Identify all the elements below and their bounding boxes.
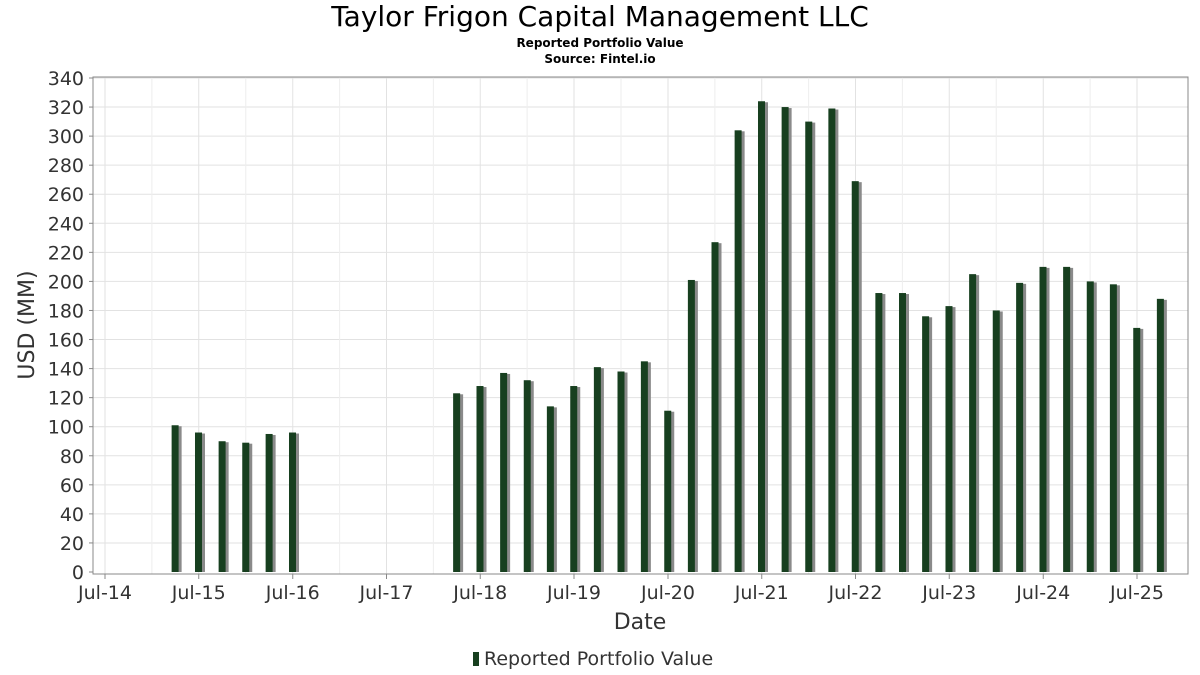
bar <box>851 181 859 573</box>
bar <box>992 310 1000 572</box>
x-tick-label: Jul-24 <box>1015 582 1070 604</box>
bar <box>242 442 250 572</box>
y-tick-label: 320 <box>48 97 84 119</box>
legend: Reported Portfolio Value <box>473 648 713 670</box>
bar <box>453 393 461 572</box>
bar <box>476 386 484 572</box>
bar <box>288 432 296 572</box>
x-tick-label: Jul-20 <box>640 582 695 604</box>
bar <box>1016 282 1024 572</box>
bar <box>734 130 742 572</box>
bar <box>1063 266 1071 572</box>
y-tick-label: 60 <box>60 475 84 497</box>
x-tick-label: Jul-14 <box>77 582 132 604</box>
legend-swatch <box>473 652 479 666</box>
y-tick-label: 240 <box>48 213 84 235</box>
x-tick-label: Jul-22 <box>828 582 883 604</box>
x-tick-label: Jul-25 <box>1109 582 1164 604</box>
bar <box>171 425 179 572</box>
bar <box>523 380 531 572</box>
y-tick-label: 340 <box>48 68 84 90</box>
bar <box>593 367 601 572</box>
bar <box>617 371 625 572</box>
bar <box>664 410 672 572</box>
y-tick-label: 100 <box>48 417 84 439</box>
y-tick-label: 140 <box>48 359 84 381</box>
y-tick-label: 80 <box>60 446 84 468</box>
y-tick-label: 180 <box>48 300 84 322</box>
bar <box>757 101 765 572</box>
bar <box>899 293 907 572</box>
plot-area <box>92 76 1189 575</box>
x-axis: Jul-14 Jul-15 Jul-16 Jul-17 Jul-18 Jul-19 Jul-… <box>77 574 1164 604</box>
bar <box>969 274 977 572</box>
bar <box>1039 266 1047 572</box>
bar <box>945 306 953 572</box>
bar <box>828 108 836 572</box>
y-axis-title: USD (MM) <box>15 270 40 379</box>
bar <box>570 386 578 572</box>
bar <box>1086 281 1094 572</box>
bar <box>500 372 508 572</box>
bar <box>687 279 695 572</box>
chart-title: Taylor Frigon Capital Management LLC <box>331 0 869 33</box>
x-tick-label: Jul-17 <box>359 582 414 604</box>
x-tick-label: Jul-21 <box>734 582 789 604</box>
bars-group <box>171 101 1167 573</box>
bar <box>546 406 554 572</box>
bar <box>265 433 273 572</box>
bar <box>805 121 813 573</box>
x-axis-title: Date <box>614 610 667 635</box>
y-tick-label: 220 <box>48 242 84 264</box>
bar <box>781 107 789 572</box>
x-tick-label: Jul-16 <box>265 582 320 604</box>
y-tick-label: 20 <box>60 533 84 555</box>
legend-label: Reported Portfolio Value <box>484 648 713 670</box>
bar <box>711 242 719 572</box>
y-tick-label: 280 <box>48 155 84 177</box>
chart-source: Source: Fintel.io <box>544 52 656 66</box>
bar <box>1156 298 1164 572</box>
x-tick-label: Jul-15 <box>171 582 226 604</box>
bar <box>218 441 226 572</box>
y-tick-label: 160 <box>48 330 84 352</box>
y-tick-label: 260 <box>48 184 84 206</box>
y-tick-label: 200 <box>48 271 84 293</box>
bar <box>1109 284 1117 572</box>
y-tick-label: 40 <box>60 504 84 526</box>
bar <box>640 361 648 572</box>
chart-subtitle: Reported Portfolio Value <box>516 36 684 50</box>
y-axis: 0 20 40 60 80 100 120 140 160 180 200 220 240 260 280 3… <box>48 68 93 584</box>
y-tick-label: 0 <box>72 562 84 584</box>
x-tick-label: Jul-23 <box>921 582 976 604</box>
bar <box>875 293 883 572</box>
y-tick-label: 120 <box>48 388 84 410</box>
bar <box>194 432 202 572</box>
x-tick-label: Jul-18 <box>452 582 507 604</box>
x-tick-label: Jul-19 <box>546 582 601 604</box>
bar <box>922 316 930 572</box>
y-tick-label: 300 <box>48 126 84 148</box>
bar <box>1133 327 1141 572</box>
